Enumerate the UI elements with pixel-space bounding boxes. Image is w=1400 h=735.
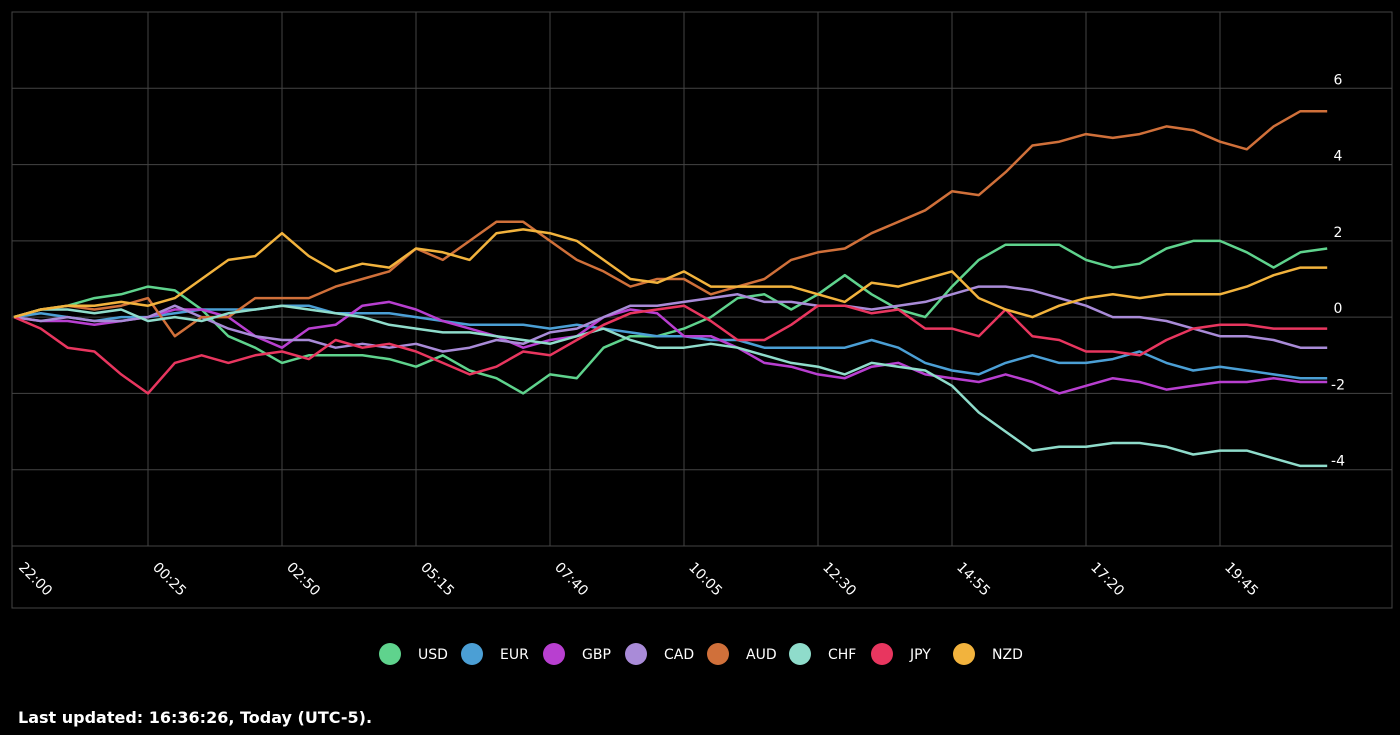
y-tick-label: -4: [1331, 454, 1345, 470]
legend-label[interactable]: JPY: [909, 647, 931, 663]
legend-label[interactable]: AUD: [746, 647, 777, 663]
series-line: [13, 304, 1328, 468]
y-tick-label: -2: [1331, 377, 1345, 393]
series-line: [13, 109, 1328, 338]
last-updated: Last updated: 16:36:26, Today (UTC-5).: [18, 708, 373, 727]
legend-label[interactable]: CHF: [828, 647, 856, 663]
x-tick-label: 14:55: [953, 560, 993, 600]
legend-swatch[interactable]: [625, 643, 647, 665]
y-tick-label: 2: [1334, 225, 1343, 241]
x-tick-label: 19:45: [1221, 560, 1261, 600]
plot-frame: [11, 11, 1393, 609]
legend-swatch[interactable]: [461, 643, 483, 665]
series-line: [13, 304, 1328, 380]
x-tick-label: 12:30: [819, 560, 859, 600]
legend-label[interactable]: EUR: [500, 647, 529, 663]
chart: -4 -2 0 2 4 6 22:00 00:25 02:50 05:15 07:40 10:05 12…: [11, 11, 1393, 665]
x-tick-label: 22:00: [15, 560, 55, 600]
x-tick-label: 02:50: [283, 560, 323, 600]
legend-label[interactable]: USD: [418, 647, 448, 663]
series-line: [13, 285, 1328, 353]
y-tick-label: 0: [1334, 301, 1343, 317]
series-line: [13, 300, 1328, 395]
legend-swatch[interactable]: [379, 643, 401, 665]
x-tick-label: 17:20: [1087, 560, 1127, 600]
x-tick-label: 05:15: [417, 560, 457, 600]
series-line: [13, 304, 1328, 395]
legend-swatch[interactable]: [789, 643, 811, 665]
series-line: [13, 228, 1328, 319]
x-tick-label: 10:05: [685, 560, 725, 600]
series-line: [13, 239, 1328, 395]
y-tick-label: 4: [1334, 149, 1343, 165]
legend-swatch[interactable]: [707, 643, 729, 665]
legend-swatch[interactable]: [871, 643, 893, 665]
y-tick-label: 6: [1334, 72, 1343, 88]
legend-label[interactable]: GBP: [582, 647, 611, 663]
legend-label[interactable]: CAD: [664, 647, 694, 663]
legend-swatch[interactable]: [953, 643, 975, 665]
legend-swatch[interactable]: [543, 643, 565, 665]
x-tick-label: 07:40: [551, 560, 591, 600]
x-tick-label: 00:25: [149, 560, 189, 600]
legend-label[interactable]: NZD: [992, 647, 1023, 663]
